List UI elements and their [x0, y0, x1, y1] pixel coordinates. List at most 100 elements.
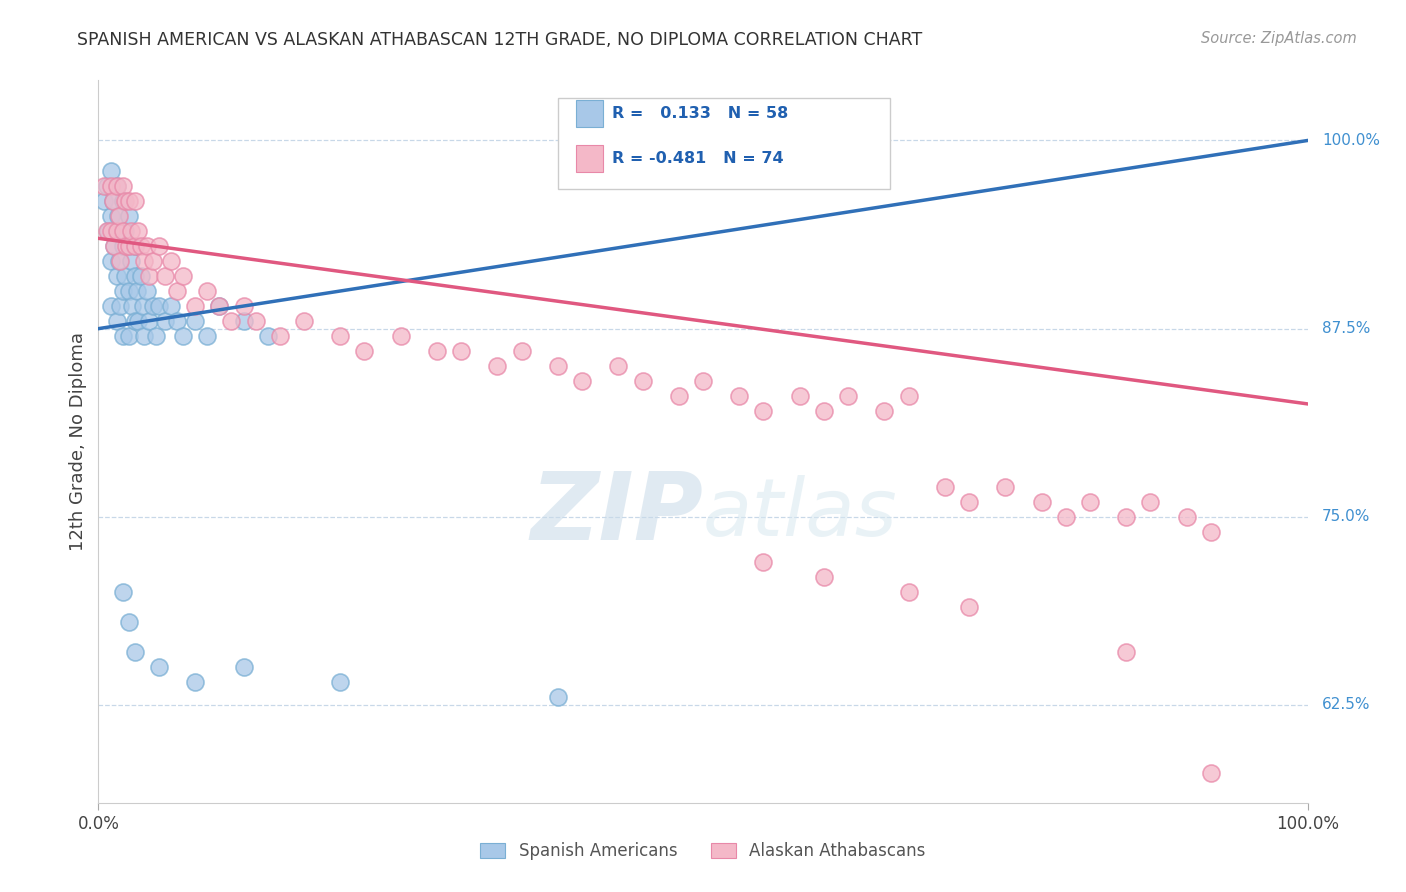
Point — [631, 375, 654, 389]
Point — [160, 299, 183, 313]
Point — [100, 253, 122, 268]
Point — [129, 268, 152, 283]
Point — [96, 178, 118, 193]
Point — [135, 239, 157, 253]
Point — [103, 239, 125, 253]
Point — [1078, 495, 1101, 509]
Point — [101, 194, 124, 208]
Point — [111, 329, 134, 343]
Point — [111, 239, 134, 253]
Point — [101, 194, 124, 208]
Point — [124, 268, 146, 283]
Text: 100.0%: 100.0% — [1322, 133, 1381, 148]
Point — [389, 329, 412, 343]
Point — [118, 239, 141, 253]
Point — [108, 209, 131, 223]
Point — [111, 178, 134, 193]
Point — [256, 329, 278, 343]
Legend: Spanish Americans, Alaskan Athabascans: Spanish Americans, Alaskan Athabascans — [474, 836, 932, 867]
Point — [118, 329, 141, 343]
Y-axis label: 12th Grade, No Diploma: 12th Grade, No Diploma — [69, 332, 87, 551]
Point — [208, 299, 231, 313]
Point — [486, 359, 509, 374]
Text: 62.5%: 62.5% — [1322, 698, 1371, 713]
Point — [103, 239, 125, 253]
Point — [232, 660, 254, 674]
Point — [1054, 509, 1077, 524]
Point — [668, 389, 690, 403]
Point — [208, 299, 231, 313]
Point — [114, 224, 136, 238]
Point — [108, 253, 131, 268]
Point — [100, 209, 122, 223]
Point — [752, 555, 775, 569]
Point — [153, 314, 176, 328]
Point — [172, 268, 194, 283]
Point — [118, 239, 141, 253]
Point — [607, 359, 630, 374]
Point — [1175, 509, 1198, 524]
Point — [752, 404, 775, 418]
Point — [789, 389, 811, 403]
Point — [120, 253, 142, 268]
Point — [547, 690, 569, 705]
Point — [184, 675, 207, 690]
Point — [728, 389, 751, 403]
Point — [1115, 645, 1137, 659]
Point — [292, 314, 315, 328]
Point — [1199, 765, 1222, 780]
Point — [837, 389, 859, 403]
Point — [957, 600, 980, 615]
Point — [111, 224, 134, 238]
Text: 87.5%: 87.5% — [1322, 321, 1371, 336]
Point — [153, 268, 176, 283]
Point — [134, 329, 156, 343]
Point — [124, 314, 146, 328]
Point — [105, 178, 128, 193]
Point — [96, 224, 118, 238]
Point — [100, 224, 122, 238]
Point — [245, 314, 267, 328]
FancyBboxPatch shape — [576, 100, 603, 128]
Point — [115, 239, 138, 253]
Point — [148, 239, 170, 253]
Point — [184, 314, 207, 328]
Point — [118, 209, 141, 223]
Point — [148, 660, 170, 674]
Point — [897, 585, 920, 599]
Point — [107, 209, 129, 223]
Point — [184, 299, 207, 313]
Point — [111, 585, 134, 599]
Point — [100, 299, 122, 313]
Point — [93, 194, 115, 208]
Text: Source: ZipAtlas.com: Source: ZipAtlas.com — [1201, 31, 1357, 46]
Point — [232, 299, 254, 313]
Point — [105, 224, 128, 238]
Point — [118, 284, 141, 298]
Point — [124, 645, 146, 659]
Point — [813, 404, 835, 418]
Point — [124, 239, 146, 253]
Point — [547, 359, 569, 374]
Text: atlas: atlas — [703, 475, 898, 553]
Point — [127, 224, 149, 238]
Point — [145, 329, 167, 343]
Point — [127, 314, 149, 328]
Point — [426, 344, 449, 359]
Text: SPANISH AMERICAN VS ALASKAN ATHABASCAN 12TH GRADE, NO DIPLOMA CORRELATION CHART: SPANISH AMERICAN VS ALASKAN ATHABASCAN 1… — [77, 31, 922, 49]
Point — [269, 329, 291, 343]
FancyBboxPatch shape — [576, 145, 603, 172]
Point — [571, 375, 593, 389]
Point — [692, 375, 714, 389]
Point — [120, 224, 142, 238]
Point — [100, 163, 122, 178]
Point — [934, 480, 956, 494]
Point — [93, 178, 115, 193]
Point — [124, 239, 146, 253]
Point — [114, 194, 136, 208]
Point — [134, 253, 156, 268]
Point — [195, 329, 218, 343]
Text: R = -0.481   N = 74: R = -0.481 N = 74 — [613, 151, 785, 166]
Point — [148, 299, 170, 313]
Point — [1115, 509, 1137, 524]
